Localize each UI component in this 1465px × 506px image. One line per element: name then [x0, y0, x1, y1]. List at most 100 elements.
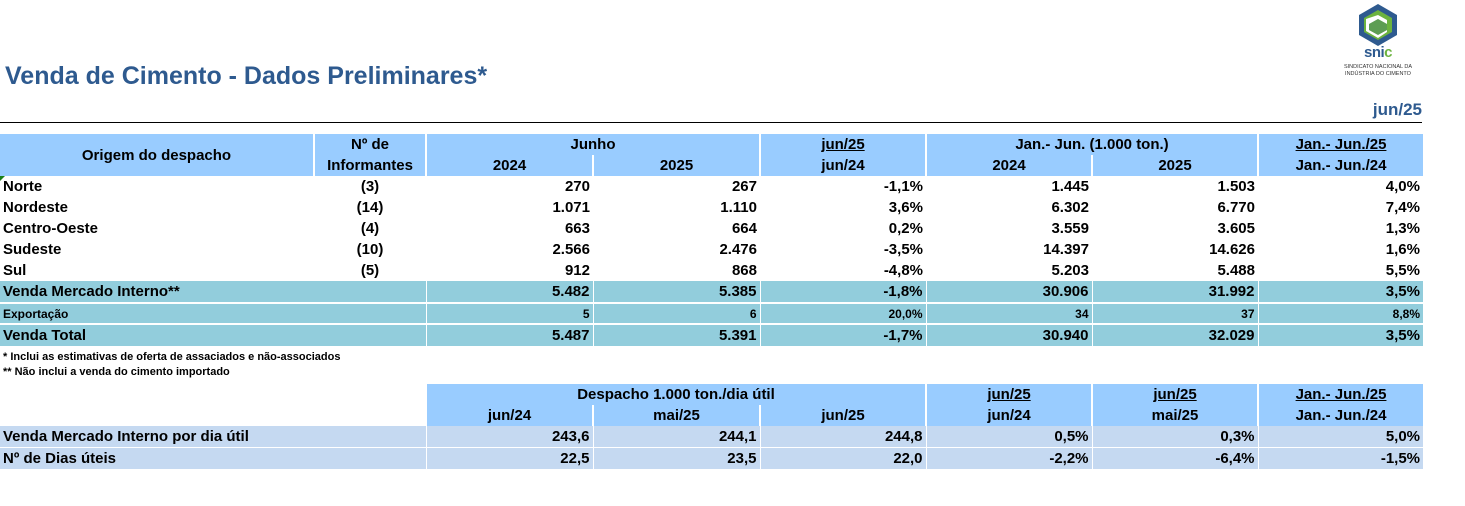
header-variation-bottom: jun/24 — [760, 155, 927, 176]
june-2025-value: 5.385 — [593, 281, 761, 304]
value-mai25: 23,5 — [593, 447, 761, 470]
header-informants-line1: Nº de — [314, 134, 427, 155]
header-origin: Origem do despacho — [0, 134, 315, 176]
value-mai25: 244,1 — [593, 426, 761, 448]
june-2025-value: 868 — [731, 262, 757, 279]
ytd-2024-value: 5.203 — [1051, 262, 1089, 279]
header-col-mai25: mai/25 — [593, 405, 761, 426]
june-2025-value: 5.391 — [593, 324, 761, 348]
snic-emblem-icon — [1359, 4, 1397, 46]
ytd-2024-value: 1.445 — [1051, 178, 1089, 195]
total-row-domestic: Venda Mercado Interno** 5.482 5.385 -1,8… — [0, 281, 1423, 304]
ytd-2024-value: 30.940 — [926, 324, 1093, 348]
informants-count: (14) — [356, 199, 384, 216]
june-variation: 0,2% — [888, 220, 923, 237]
header-col-jun25: jun/25 — [760, 405, 928, 426]
informants-count: (10) — [356, 241, 384, 258]
per-working-day-table: Despacho 1.000 ton./dia útil jun/25 jun/… — [0, 384, 1424, 470]
ytd-2024-value: 3.559 — [1051, 220, 1089, 237]
footnote-1: * Inclui as estimativas de oferta de ass… — [3, 351, 341, 363]
ytd-variation: 1,3% — [1385, 220, 1420, 237]
header-variation-top: jun/25 — [760, 134, 927, 155]
table-header-row-2: Informantes 2024 2025 jun/24 2024 2025 J… — [0, 155, 1423, 176]
header-col-jun24: jun/24 — [426, 405, 594, 426]
june-2024-value: 270 — [564, 178, 590, 195]
june-2025-value: 664 — [731, 220, 757, 237]
table-row: Venda Mercado Interno por dia útil 243,6… — [0, 426, 1424, 448]
header-june: Junho — [426, 134, 761, 155]
table-row: Centro-Oeste (4) 663 664 0,2% 3.559 3.60… — [0, 218, 1423, 239]
value-jun25: 22,0 — [760, 447, 927, 470]
header-ytd-2024: 2024 — [926, 155, 1093, 176]
total-label: Venda Mercado Interno** — [0, 281, 427, 304]
table-row: Nordeste (14) 1.071 1.110 3,6% 6.302 6.7… — [0, 197, 1423, 218]
value-jun24: 22,5 — [426, 447, 594, 470]
ytd-variation: 5,5% — [1385, 262, 1420, 279]
june-variation: -4,8% — [883, 262, 923, 279]
region-name: Sudeste — [3, 241, 62, 258]
value-jun24: 243,6 — [426, 426, 594, 448]
logo-wordmark: snic — [1363, 44, 1393, 61]
june-2024-value: 663 — [564, 220, 590, 237]
header-informants-line2: Informantes — [314, 155, 427, 176]
june-variation: 3,6% — [888, 199, 923, 216]
row-label: Venda Mercado Interno por dia útil — [0, 426, 427, 448]
informants-count: (5) — [360, 262, 380, 279]
june-2024-value: 5.482 — [426, 281, 594, 304]
header-var1-top: jun/25 — [926, 384, 1094, 405]
total-row-overall: Venda Total 5.487 5.391 -1,7% 30.940 32.… — [0, 324, 1423, 348]
total-label: Exportação — [0, 303, 427, 325]
logo-organization-name: SINDICATO NACIONAL DA INDÚSTRIA DO CIMEN… — [1343, 64, 1413, 77]
june-2024-value: 2.566 — [552, 241, 590, 258]
variation-3: 5,0% — [1258, 426, 1424, 448]
header-ytd-variation-bottom: Jan.- Jun./24 — [1258, 155, 1423, 176]
june-variation: -1,1% — [883, 178, 923, 195]
ytd-2024-value: 14.397 — [1043, 241, 1089, 258]
table-row: Sul (5) 912 868 -4,8% 5.203 5.488 5,5% — [0, 260, 1423, 281]
june-2024-value: 5 — [426, 303, 594, 325]
header-ytd-2025: 2025 — [1092, 155, 1259, 176]
header-var3-top: Jan.- Jun./25 — [1258, 384, 1424, 405]
june-2024-value: 912 — [564, 262, 590, 279]
variation-3: -1,5% — [1258, 447, 1424, 470]
snic-logo: snic SINDICATO NACIONAL DA INDÚSTRIA DO … — [1334, 2, 1422, 77]
ytd-variation: 8,8% — [1258, 303, 1423, 325]
june-variation: 20,0% — [760, 303, 927, 325]
ytd-2025-value: 6.770 — [1217, 199, 1255, 216]
ytd-2025-value: 31.992 — [1092, 281, 1259, 304]
informants-count: (4) — [360, 220, 380, 237]
ytd-variation: 3,5% — [1258, 324, 1423, 348]
ytd-2025-value: 5.488 — [1217, 262, 1255, 279]
header-jan-jun: Jan.- Jun. (1.000 ton.) — [926, 134, 1259, 155]
table-row: Norte (3) 270 267 -1,1% 1.445 1.503 4,0% — [0, 176, 1423, 197]
footnotes: * Inclui as estimativas de oferta de ass… — [3, 350, 340, 380]
june-2025-value: 2.476 — [719, 241, 757, 258]
variation-1: -2,2% — [926, 447, 1093, 470]
header-ytd-variation-top: Jan.- Jun./25 — [1258, 134, 1423, 155]
ytd-2025-value: 3.605 — [1217, 220, 1255, 237]
ytd-2024-value: 34 — [926, 303, 1093, 325]
sales-by-region-table: Origem do despacho Nº de Junho jun/25 Ja… — [0, 134, 1423, 348]
june-2024-value: 1.071 — [552, 199, 590, 216]
ytd-variation: 3,5% — [1258, 281, 1423, 304]
header-june-2025: 2025 — [593, 155, 761, 176]
june-2025-value: 1.110 — [720, 199, 757, 216]
header-dispatch-per-day: Despacho 1.000 ton./dia útil — [426, 384, 928, 405]
table-row: Nº de Dias úteis 22,5 23,5 22,0 -2,2% -6… — [0, 447, 1424, 470]
june-2025-value: 6 — [593, 303, 761, 325]
header-divider — [0, 122, 1422, 123]
ytd-2025-value: 1.503 — [1217, 178, 1255, 195]
ytd-2025-value: 37 — [1092, 303, 1259, 325]
value-jun25: 244,8 — [760, 426, 927, 448]
ytd-2024-value: 30.906 — [926, 281, 1093, 304]
ytd-2025-value: 32.029 — [1092, 324, 1259, 348]
june-variation: -3,5% — [883, 241, 923, 258]
total-row-export: Exportação 5 6 20,0% 34 37 8,8% — [0, 303, 1423, 325]
region-name: Sul — [3, 262, 27, 279]
page-title: Venda de Cimento - Dados Preliminares* — [5, 62, 488, 90]
variation-2: 0,3% — [1092, 426, 1259, 448]
header-var2-bottom: mai/25 — [1092, 405, 1260, 426]
table2-header-row-2: jun/24 mai/25 jun/25 jun/24 mai/25 Jan.-… — [0, 405, 1424, 426]
ytd-2025-value: 14.626 — [1209, 241, 1255, 258]
june-variation: -1,7% — [760, 324, 927, 348]
